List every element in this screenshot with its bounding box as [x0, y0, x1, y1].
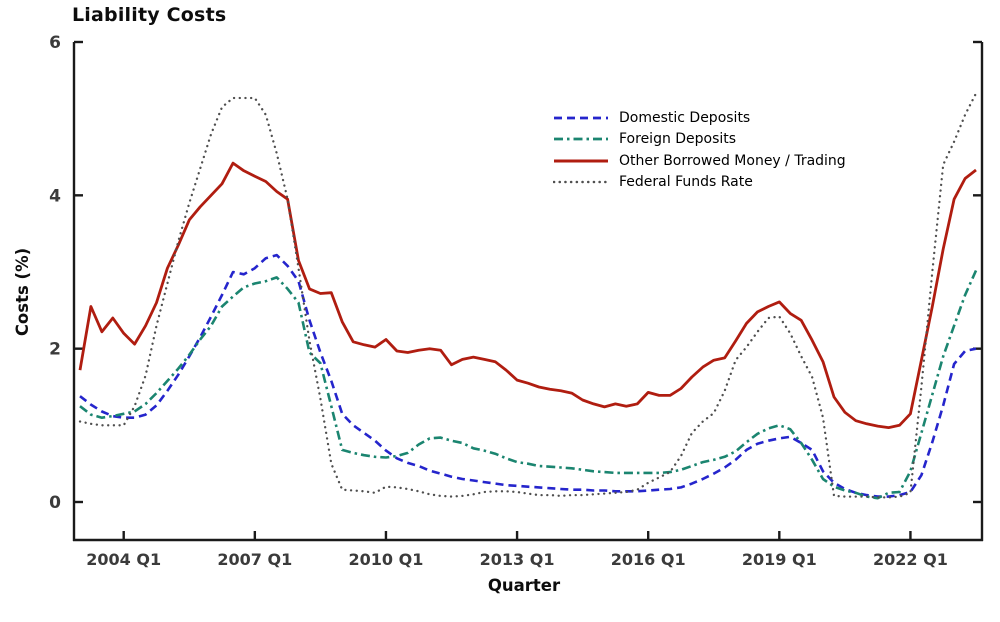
tick-label: 2: [49, 340, 61, 360]
legend-label: Foreign Deposits: [619, 131, 737, 148]
legend-item-other-borrowed-money: Other Borrowed Money / Trading: [553, 150, 846, 172]
legend-item-domestic-deposits: Domestic Deposits: [553, 107, 846, 129]
tick-label: 2007 Q1: [217, 550, 292, 569]
tick-label: 2010 Q1: [349, 550, 424, 569]
legend-item-foreign-deposits: Foreign Deposits: [553, 129, 846, 151]
legend-label: Other Borrowed Money / Trading: [619, 152, 846, 169]
legend-line-sample-icon: [554, 137, 608, 141]
tick-label: 0: [49, 493, 61, 513]
y-axis-title: Costs (%): [13, 247, 32, 337]
tick-label: 4: [49, 186, 61, 206]
chart-title: Liability Costs: [72, 4, 227, 26]
legend-line-sample-icon: [553, 181, 609, 184]
tick-label: 2022 Q1: [873, 550, 948, 569]
tick-label: 6: [49, 33, 61, 53]
series-line-0: [79, 253, 977, 498]
tick-label: 2016 Q1: [611, 550, 686, 569]
x-axis-title: Quarter: [487, 576, 561, 595]
legend-label: Federal Funds Rate: [619, 174, 753, 191]
series-line-1: [79, 269, 978, 500]
legend-label: Domestic Deposits: [619, 109, 751, 126]
series-line-2: [78, 161, 977, 430]
legend-line-sample-icon: [554, 116, 608, 120]
legend: Domestic Deposits Foreign Deposits Other…: [553, 107, 846, 193]
tick-label: 2019 Q1: [742, 550, 817, 569]
legend-line-sample-icon: [554, 159, 608, 163]
legend-item-federal-funds-rate: Federal Funds Rate: [553, 172, 846, 194]
tick-label: 2013 Q1: [480, 550, 555, 569]
series-line-3: [78, 92, 978, 499]
tick-label: 2004 Q1: [86, 550, 161, 569]
